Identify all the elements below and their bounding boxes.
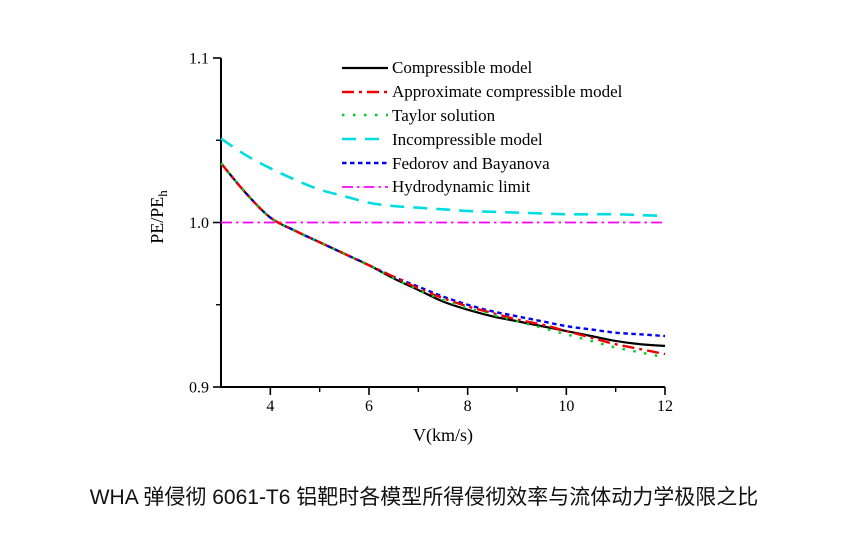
x-tick-label: 8	[464, 398, 472, 415]
legend-label: Fedorov and Bayanova	[392, 153, 550, 173]
y-tick-label: 1.1	[189, 51, 209, 68]
legend-label: Approximate compressible model	[392, 82, 623, 102]
legend-label: Compressible model	[392, 58, 533, 78]
legend: Compressible model Approximate compressib…	[341, 56, 622, 199]
x-tick-label: 4	[266, 398, 274, 415]
legend-item-compressible-model: Compressible model	[341, 56, 622, 80]
legend-label: Taylor solution	[392, 105, 496, 125]
legend-label: Incompressible model	[392, 129, 543, 149]
x-tick-label: 10	[558, 398, 574, 415]
legend-item-fedorov-and-bayanova: Fedorov and Bayanova	[341, 151, 622, 175]
x-tick-label: 6	[365, 398, 373, 415]
legend-swatch-fedorov-and-bayanova	[342, 161, 388, 165]
legend-item-approximate-compressible-model: Approximate compressible model	[341, 80, 622, 104]
curve-taylor-solution	[220, 162, 666, 359]
x-axis-title: V(km/s)	[413, 425, 473, 446]
y-axis-title-main: PE/PE	[147, 197, 167, 244]
line-chart: 4 6 8 10 12 0.9 1.0 1.1 V(km/s) PE/PEh	[147, 51, 673, 447]
legend-label: Hydrodynamic limit	[392, 177, 531, 197]
y-axis-title-subscript: h	[155, 190, 170, 197]
y-tick-label: 0.9	[189, 380, 209, 397]
chart-curves	[220, 137, 666, 359]
y-tick-label: 1.0	[189, 215, 209, 232]
legend-item-taylor-solution: Taylor solution	[341, 104, 622, 128]
curve-incompressible-model	[220, 137, 666, 218]
legend-swatch-approximate-compressible-model	[342, 90, 388, 93]
legend-swatch-hydrodynamic-limit	[342, 185, 388, 188]
legend-swatch-compressible-model	[342, 66, 388, 69]
x-tick-label: 12	[657, 398, 673, 415]
legend-item-incompressible-model: Incompressible model	[341, 127, 622, 151]
axis-ticks	[213, 57, 666, 395]
axis-tick-labels: 4 6 8 10 12 0.9 1.0 1.1	[189, 51, 673, 416]
y-axis-title: PE/PEh	[147, 190, 170, 244]
legend-item-hydrodynamic-limit: Hydrodynamic limit	[341, 175, 622, 199]
legend-swatch-incompressible-model	[342, 137, 388, 141]
legend-swatch-taylor-solution	[342, 114, 388, 117]
figure-caption: WHA 弹侵彻 6061-T6 铝靶时各模型所得侵彻效率与流体动力学极限之比	[89, 486, 759, 509]
